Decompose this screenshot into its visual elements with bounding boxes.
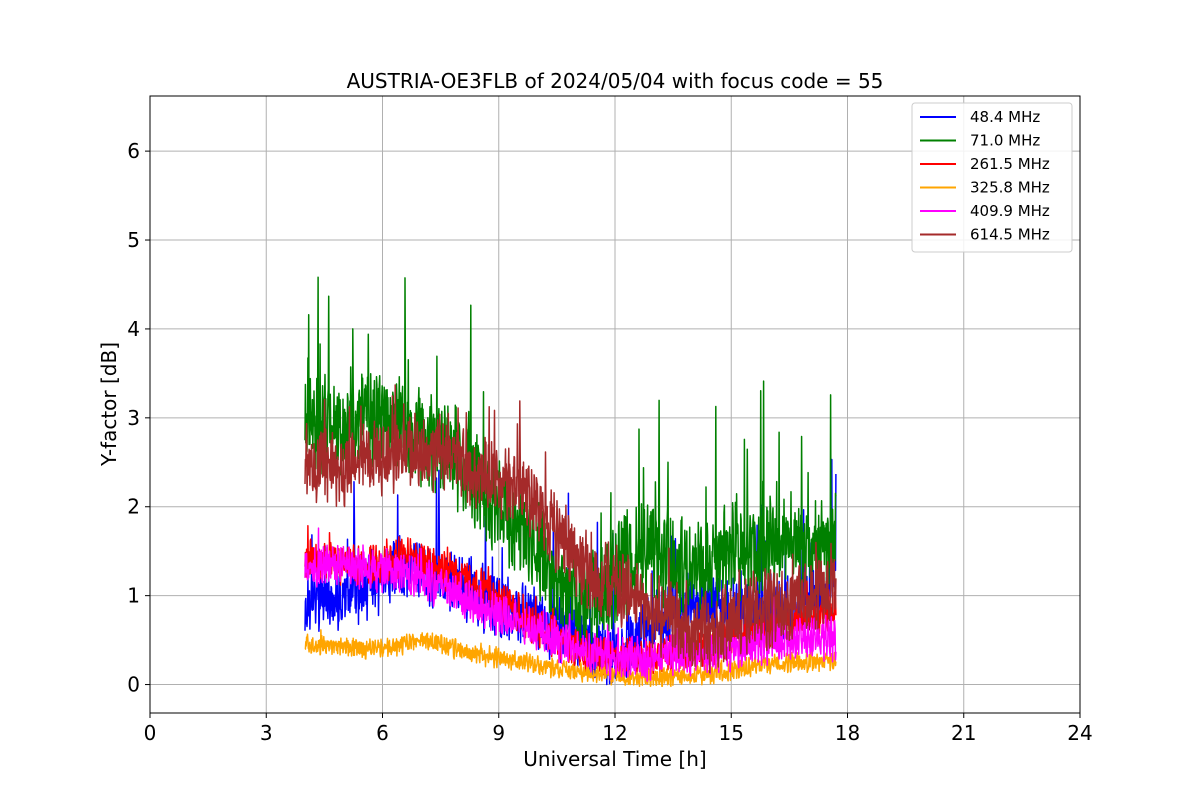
x-tick-label: 18 <box>835 721 860 745</box>
series-line-3 <box>304 629 837 688</box>
chart-title: AUSTRIA-OE3FLB of 2024/05/04 with focus … <box>347 69 884 93</box>
legend-label: 409.9 MHz <box>970 202 1050 220</box>
series-group <box>304 276 837 688</box>
legend-label: 325.8 MHz <box>970 179 1050 197</box>
series-line-1 <box>304 276 837 652</box>
y-tick-label: 2 <box>127 495 140 519</box>
y-tick-label: 0 <box>127 673 140 697</box>
series-line-5 <box>304 384 837 674</box>
legend: 48.4 MHz 71.0 MHz 261.5 MHz 325.8 MHz 409.9 … <box>911 102 1073 253</box>
x-tick-label: 12 <box>602 721 627 745</box>
x-axis-label: Universal Time [h] <box>523 747 706 771</box>
legend-label: 261.5 MHz <box>970 155 1050 173</box>
y-tick-label: 5 <box>127 228 140 252</box>
y-tick-label: 1 <box>127 584 140 608</box>
x-tick-label: 15 <box>719 721 744 745</box>
x-tick-label: 3 <box>260 721 273 745</box>
y-axis-label: Y-factor [dB] <box>97 342 121 467</box>
legend-label: 614.5 MHz <box>970 226 1050 244</box>
y-tick-label: 4 <box>127 317 140 341</box>
x-tick-label: 21 <box>951 721 976 745</box>
x-tick-label: 0 <box>144 721 157 745</box>
x-tick-label: 9 <box>492 721 505 745</box>
x-tick-label: 24 <box>1067 721 1092 745</box>
y-tick-label: 6 <box>127 139 140 163</box>
legend-label: 71.0 MHz <box>970 132 1040 150</box>
x-tick-label: 6 <box>376 721 389 745</box>
legend-label: 48.4 MHz <box>970 108 1040 126</box>
y-tick-label: 3 <box>127 406 140 430</box>
